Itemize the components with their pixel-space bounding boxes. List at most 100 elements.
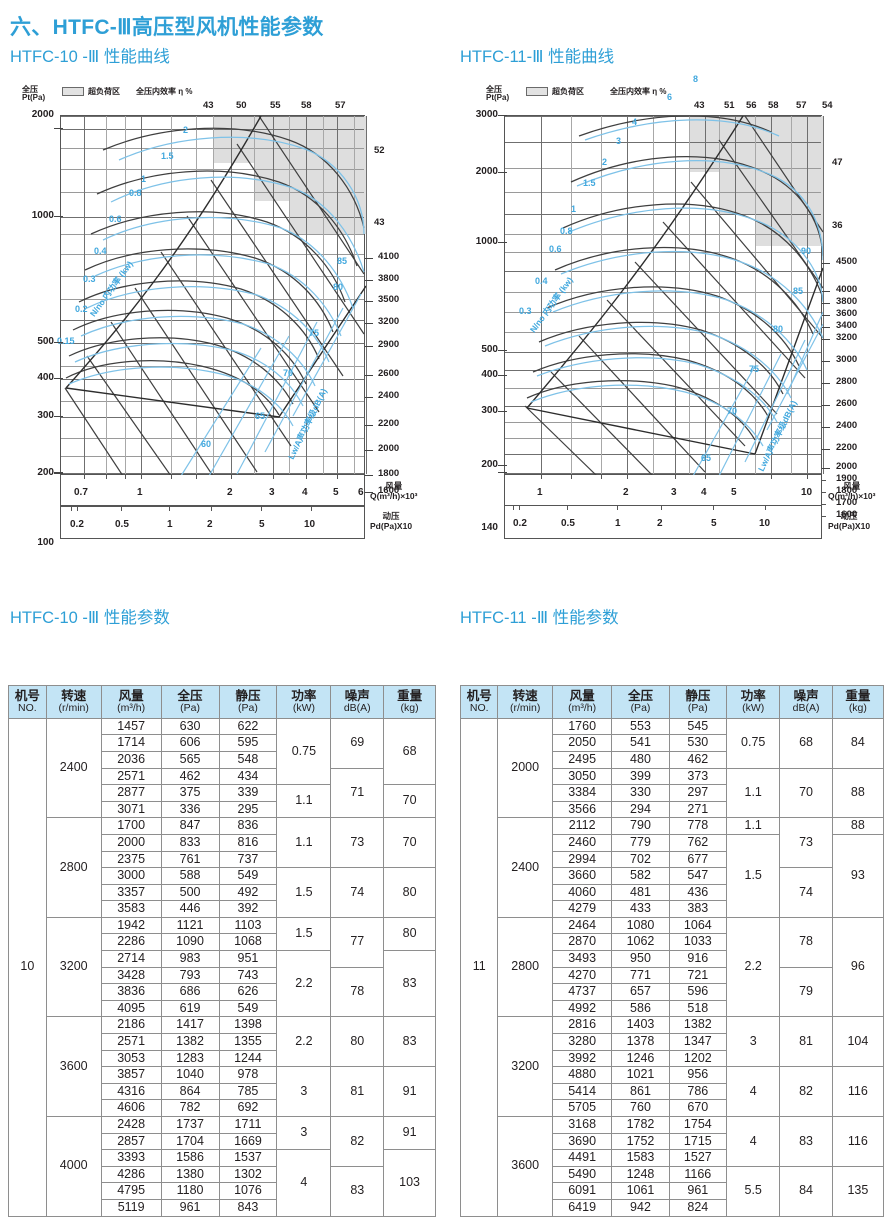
weight-cell: 96: [831, 916, 885, 1018]
flow-cell: 3053: [100, 1049, 162, 1068]
speed-cell: 3200: [497, 1016, 553, 1117]
flow-cell: 3493: [551, 950, 613, 968]
col-header-7: 重量 (kg): [831, 685, 885, 719]
power-cell: 3: [725, 1016, 781, 1068]
model-no-cell: 11: [459, 717, 499, 1217]
speed-cell: 3600: [45, 1016, 102, 1117]
x2-tick-1: 1: [615, 518, 621, 529]
x-axis-strip-dynamic-pressure: 0.2 0.5 1 2 5 10: [60, 506, 365, 539]
eff-right-1: 43: [374, 217, 385, 228]
overload-swatch-icon: [526, 87, 548, 96]
x-tick-2: 2: [623, 487, 629, 498]
total-pressure-cell: 847: [160, 817, 220, 835]
col-header-2: 风量 (m³/h): [100, 685, 162, 719]
y-tick-400: 400: [481, 369, 498, 380]
table-row: 4316 864 785: [9, 1082, 436, 1101]
x2-title-text: 动压: [840, 511, 858, 521]
x-unit-text: Q(m³/h)×10³: [828, 490, 876, 501]
col-header-name: 全压: [177, 689, 203, 703]
static-pressure-cell: 548: [218, 750, 278, 769]
eff-tick-3: 58: [768, 100, 779, 111]
flow-cell: 1942: [100, 916, 162, 935]
noise-label-80: 80: [773, 324, 784, 334]
power-cell: 2.2: [725, 916, 781, 1018]
chart-curves-svg: [524, 116, 823, 476]
table-row: 3566 294 271: [461, 800, 884, 819]
power-cell: 2.2: [276, 1016, 332, 1068]
power-cell: 3: [276, 1066, 332, 1117]
speed-tick-4500: 4500: [836, 256, 858, 267]
power-curve-label-0.8: 0.8: [129, 188, 142, 198]
param-section-title-htfc11: HTFC-11 -Ⅲ 性能参数: [460, 609, 619, 627]
col-header-unit: NO.: [18, 702, 37, 714]
weight-cell: 103: [383, 1149, 436, 1217]
flow-cell: 3280: [551, 1033, 613, 1051]
speed-tick-2000: 2000: [836, 461, 858, 472]
flow-cell: 5705: [551, 1099, 613, 1117]
power-cell: 4: [276, 1149, 332, 1217]
static-pressure-cell: 626: [218, 983, 278, 1001]
flow-cell: 3836: [100, 983, 162, 1001]
col-header-6: 噪声 dB(A): [779, 685, 833, 719]
static-pressure-cell: 271: [668, 800, 728, 819]
legend-overload-label: 超负荷区: [88, 87, 120, 96]
total-pressure-cell: 779: [611, 833, 670, 852]
col-header-unit: (kW): [292, 702, 315, 714]
x2-tick-0.2: 0.2: [70, 519, 84, 530]
flow-cell: 4060: [551, 883, 613, 902]
table-row: 2857 1704 1669: [9, 1132, 436, 1151]
speed-tick-1600: 1600: [378, 485, 400, 496]
table-row: 5705 760 670: [461, 1099, 884, 1117]
static-pressure-cell: 785: [218, 1082, 278, 1101]
flow-cell: 6419: [551, 1198, 613, 1217]
weight-cell: 91: [383, 1066, 436, 1117]
flow-cell: 2495: [551, 750, 613, 769]
total-pressure-cell: 657: [611, 983, 670, 1001]
total-pressure-cell: 1586: [160, 1149, 220, 1167]
x-axis-title-dynamic-pressure: 动压 Pd(Pa)X10: [828, 511, 870, 532]
x2-tick-2: 2: [657, 518, 663, 529]
chart-curves-svg: [64, 116, 366, 476]
flow-cell: 3428: [100, 966, 162, 985]
weight-cell: 88: [831, 817, 885, 835]
static-pressure-cell: 339: [218, 784, 278, 802]
flow-cell: 4270: [551, 966, 613, 985]
power-curve-label-0.4: 0.4: [535, 276, 548, 286]
total-pressure-cell: 1061: [611, 1182, 670, 1200]
col-header-name: 全压: [627, 689, 653, 703]
static-pressure-cell: 961: [668, 1182, 728, 1200]
static-pressure-cell: 1382: [668, 1016, 728, 1035]
speed-tick-3200: 3200: [378, 316, 400, 327]
total-pressure-cell: 1248: [611, 1165, 670, 1184]
noise-cell: 82: [779, 1066, 833, 1117]
col-header-unit: dB(A): [792, 702, 820, 714]
static-pressure-cell: 1715: [668, 1132, 728, 1151]
total-pressure-cell: 1080: [611, 916, 670, 935]
power-cell: 3: [276, 1115, 332, 1151]
col-header-3: 全压 (Pa): [611, 685, 670, 719]
eff-tick-0: 43: [694, 100, 705, 111]
col-header-name: 机号: [14, 689, 40, 703]
noise-cell: 81: [779, 1016, 833, 1068]
flow-cell: 4737: [551, 983, 613, 1001]
flow-cell: 2870: [551, 933, 613, 952]
static-pressure-cell: 462: [668, 750, 728, 769]
table-row: 2877 375 339 1.1 70: [9, 784, 436, 819]
static-pressure-cell: 295: [218, 800, 278, 819]
total-pressure-cell: 1062: [611, 933, 670, 952]
power-curve-label-0.6: 0.6: [549, 244, 562, 254]
weight-cell: 83: [383, 950, 436, 1018]
y-tick-200: 200: [481, 459, 498, 470]
eff-tick-0: 43: [203, 100, 214, 111]
total-pressure-cell: 1737: [160, 1116, 220, 1134]
table-row: 2571 462 434 71: [9, 767, 436, 819]
power-curve-label-2: 2: [602, 157, 608, 167]
static-pressure-cell: 595: [218, 734, 278, 752]
static-pressure-cell: 434: [218, 767, 278, 786]
total-pressure-cell: 294: [611, 800, 670, 819]
weight-cell: 68: [383, 717, 436, 786]
flow-cell: 2186: [100, 1016, 162, 1035]
total-pressure-cell: 1246: [611, 1049, 670, 1068]
speed-cell: 2000: [497, 717, 553, 819]
total-pressure-cell: 760: [611, 1099, 670, 1117]
